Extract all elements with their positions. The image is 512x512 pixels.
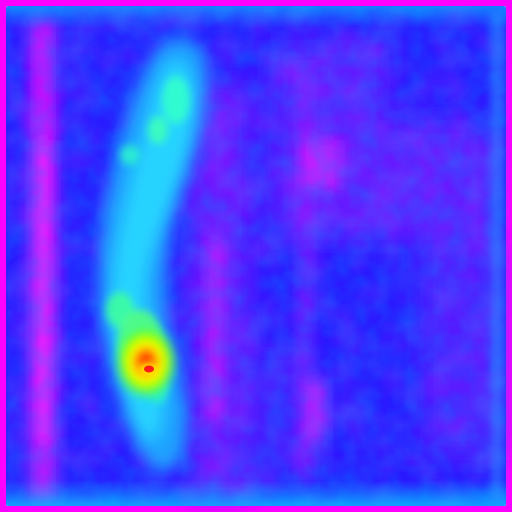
top-edge-glow <box>6 6 506 28</box>
hotspot <box>112 322 180 402</box>
bottom-edge-glow <box>6 480 506 506</box>
right-edge-glow <box>490 12 504 502</box>
hotspot-core <box>144 365 154 373</box>
texture-noise-magenta <box>6 6 506 506</box>
